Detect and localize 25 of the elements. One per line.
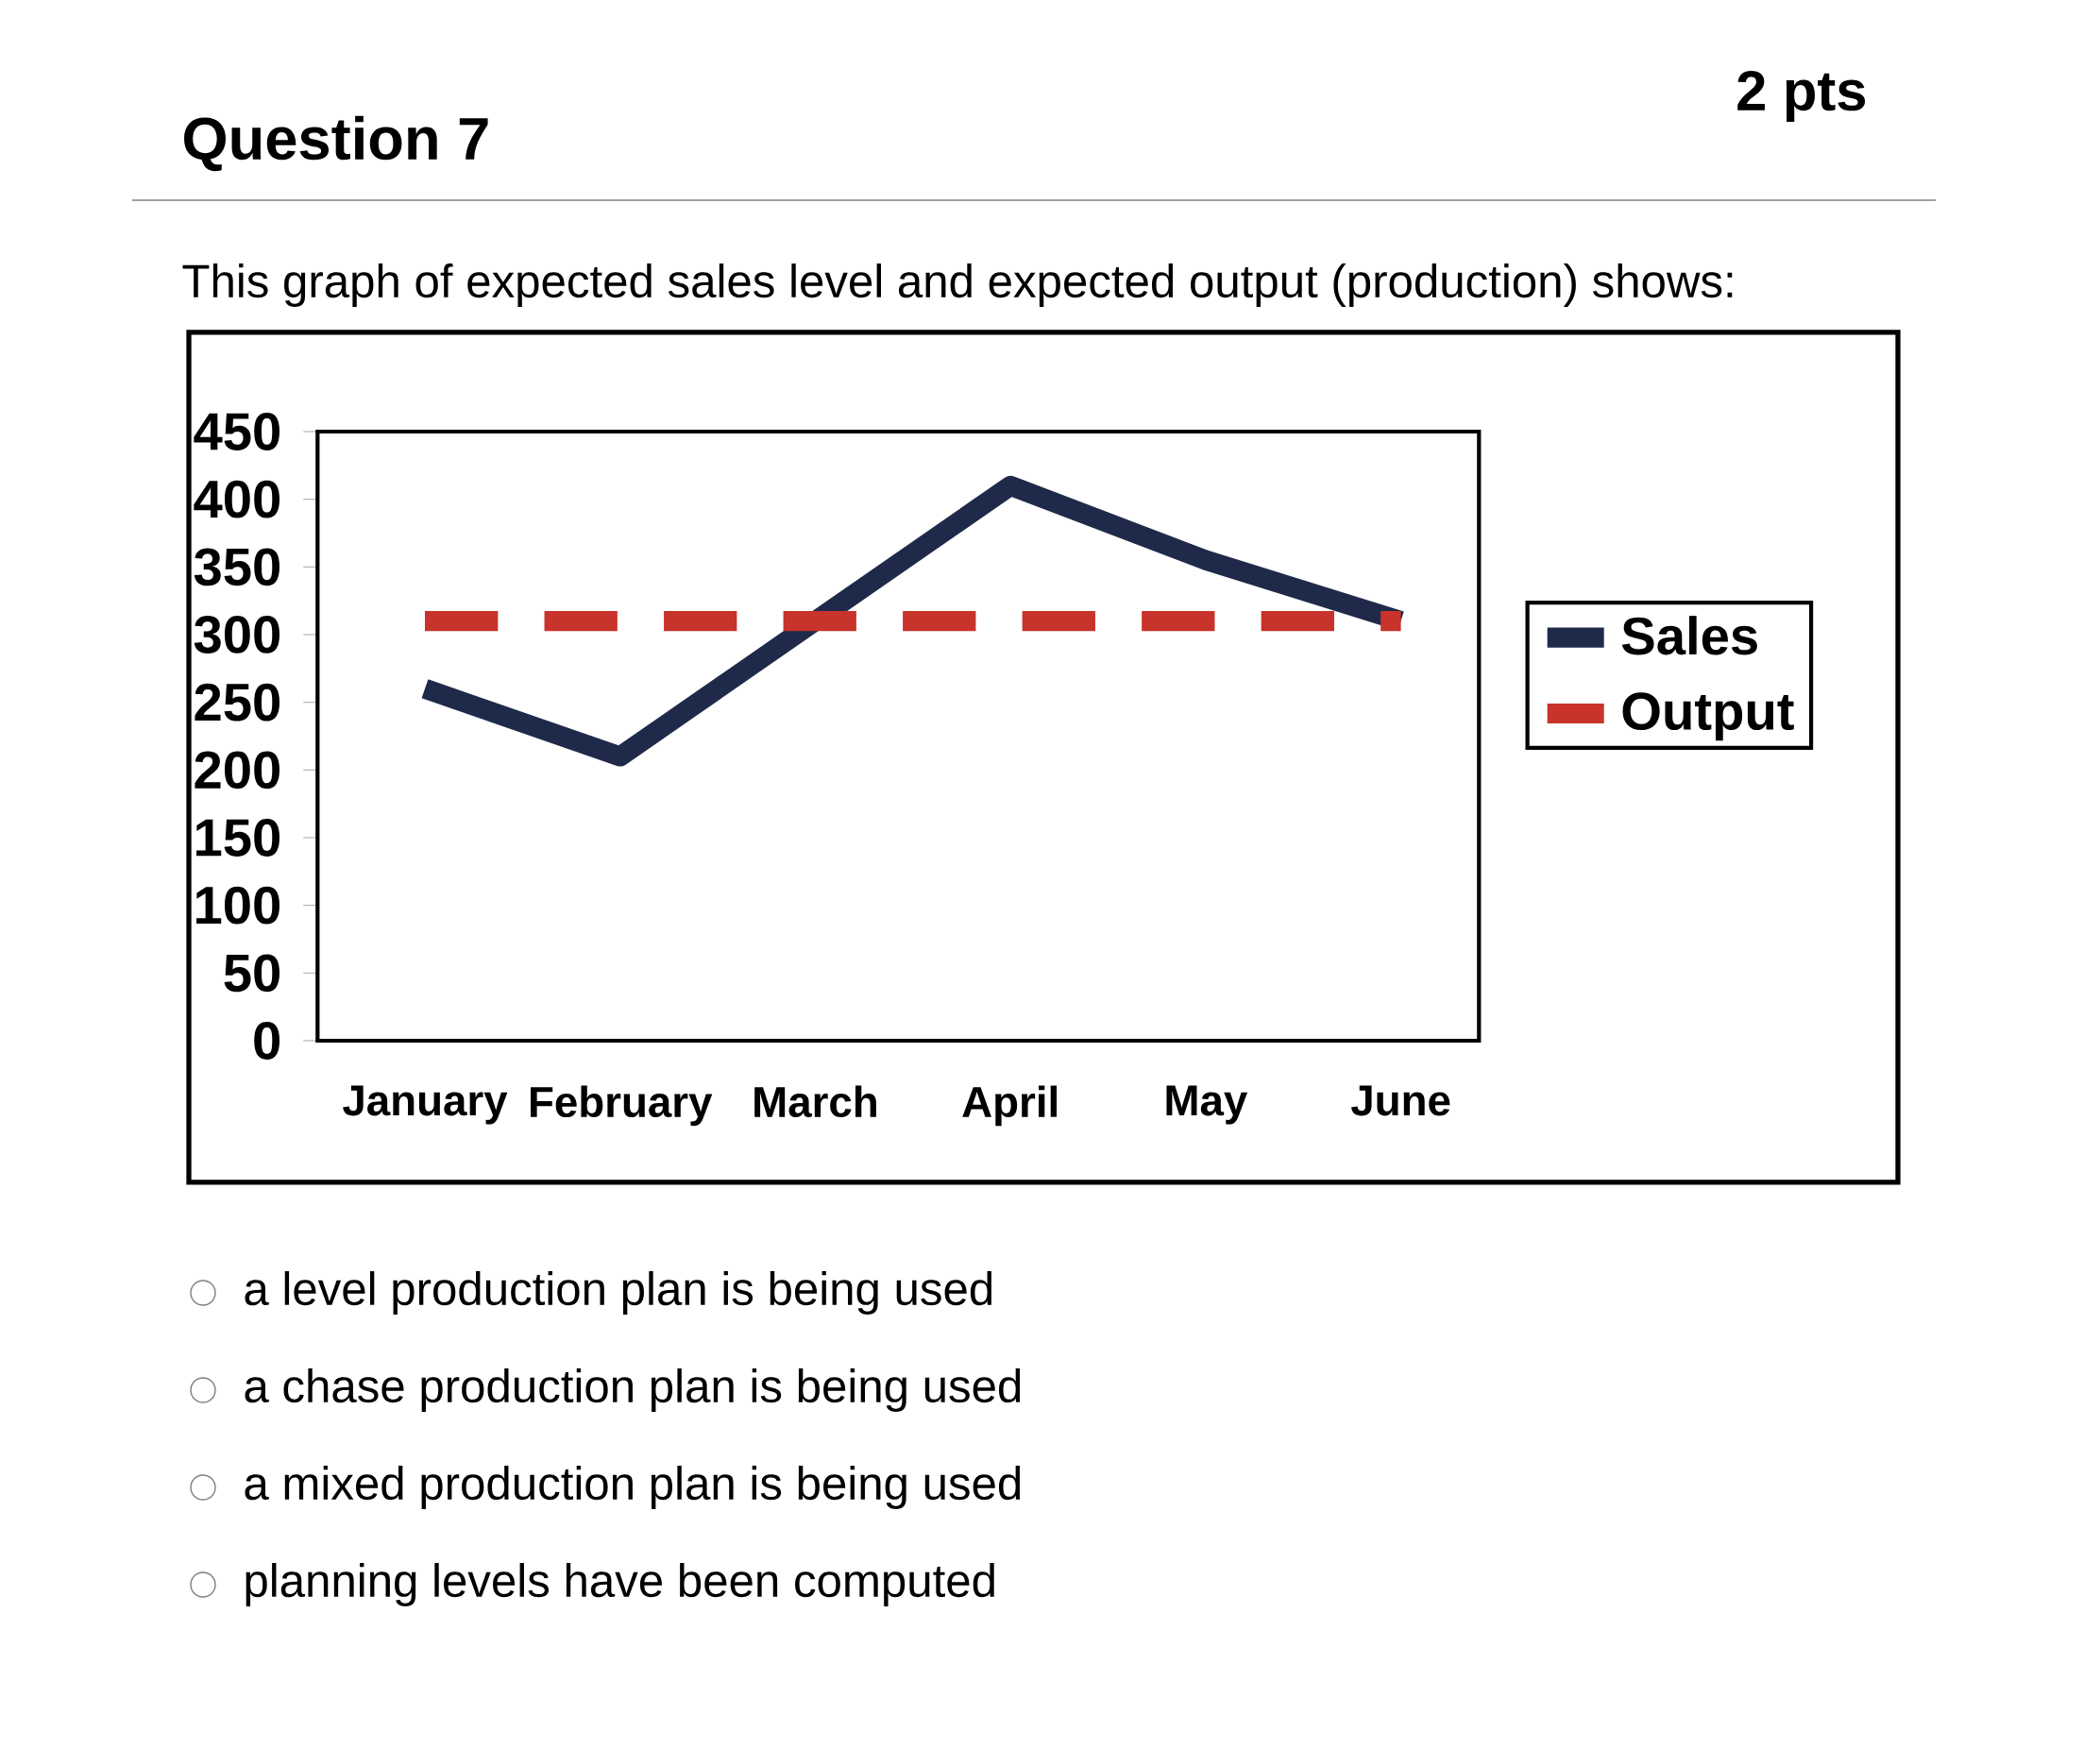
text: a level production plan is being used (245, 1271, 992, 1315)
legend-label: Sales (1621, 616, 1757, 655)
y-tick-label: 0 (254, 1022, 280, 1060)
x-tick-label: May (1166, 1085, 1248, 1125)
y-tick-label: 200 (195, 751, 279, 790)
x-tick-label: April (962, 1085, 1057, 1127)
y-tick-label: 150 (196, 819, 279, 857)
chart-subtitle: This graph of expected sales level and expected output (production) shows: (182, 263, 1733, 307)
text: a mixed production plan is being used (245, 1466, 1021, 1509)
y-tick-label: 50 (224, 954, 280, 993)
y-tick-label: 450 (194, 413, 279, 450)
chart-title: Question 7 (184, 115, 488, 172)
y-tick-label: 300 (194, 616, 279, 654)
y-tick-label: 100 (196, 886, 279, 925)
x-tick-label: March (754, 1085, 876, 1118)
y-tick-label: 400 (194, 480, 279, 518)
text: a chase production plan is being used (245, 1368, 1021, 1412)
text: 2 pts (1737, 70, 1866, 123)
x-tick-label: February (531, 1085, 713, 1127)
y-tick-label: 350 (194, 548, 279, 586)
legend-label: Output (1622, 692, 1794, 741)
x-tick-label: January (343, 1085, 508, 1125)
text: planning levels have been computed (246, 1563, 994, 1606)
x-tick-label: June (1351, 1085, 1450, 1116)
y-tick-label: 250 (195, 683, 279, 722)
